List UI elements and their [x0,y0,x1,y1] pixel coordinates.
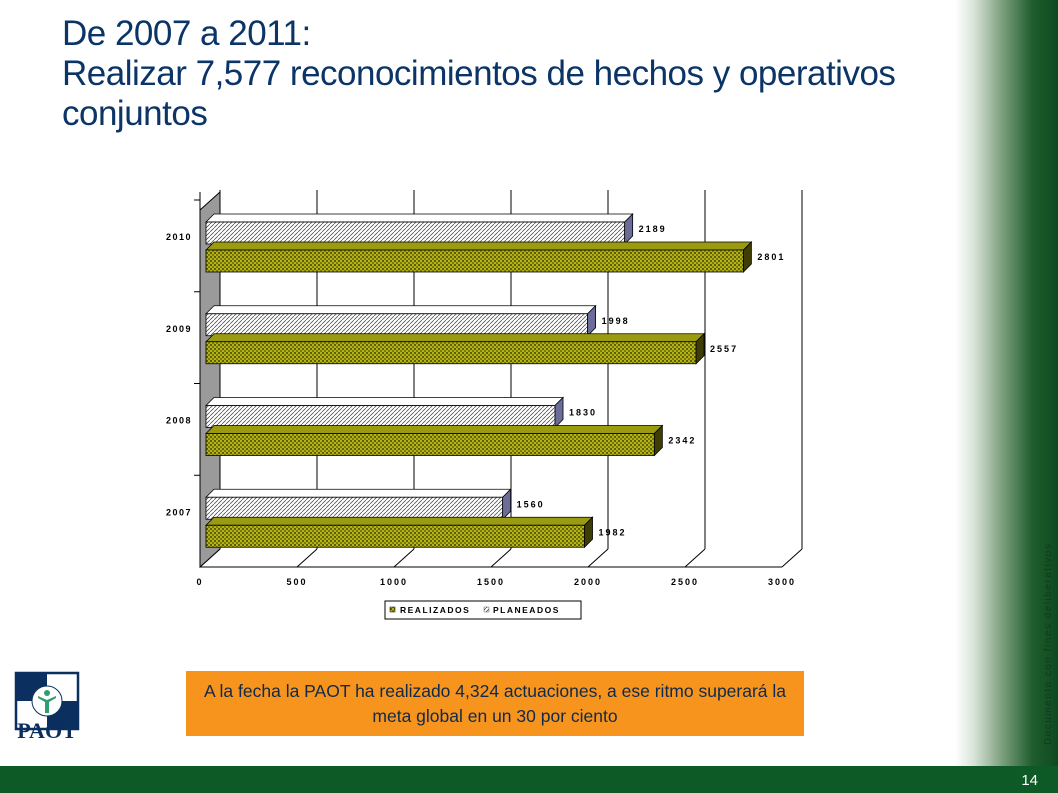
planeados-bar [205,313,589,337]
realizados-bar-side [584,516,593,549]
decorative-side-bar [955,0,1058,766]
planeados-bar-side [624,213,634,245]
x-tick-label: 500 [286,577,307,587]
bar-chart: 0 500 1000 1500 2000 2500 3000 2007 1560 1982 2008… [166,190,803,620]
realizados-bar-top [205,333,706,343]
gridline-floor [781,548,803,568]
planeados-data-label: 1830 [569,408,597,418]
logo-text: PAOT [17,718,77,743]
x-tick-label: 1000 [380,577,408,587]
gridline-floor [684,548,706,568]
planeados-data-label: 1998 [602,316,630,326]
legend-swatch-planeados [483,606,490,613]
realizados-data-label: 2801 [757,252,785,262]
note-box: A la fecha la PAOT ha realizado 4,324 ac… [186,671,804,736]
footer-bar [0,766,1058,793]
realizados-data-label: 1982 [599,527,627,537]
x-tick-label: 1500 [477,577,505,587]
realizados-bar [205,433,655,456]
realizados-bar-side [695,332,705,365]
page-number: 14 [1021,772,1038,789]
legend-label-realizados: REALIZADOS [400,605,470,615]
x-tick-label: 2500 [671,577,699,587]
legend-swatch-realizados [389,606,396,613]
legend-box [384,600,582,620]
planeados-bar [205,221,626,245]
gridline-floor [296,548,318,568]
planeados-data-label: 1560 [517,499,545,509]
realizados-bar [205,524,585,548]
x-tick-label: 0 [196,577,203,587]
slide-title: De 2007 a 2011: Realizar 7,577 reconocim… [62,14,942,134]
planeados-bar-side [554,396,564,429]
planeados-bar-top [205,397,564,406]
realizados-data-label: 2342 [668,436,696,446]
realizados-data-label: 2557 [710,344,738,354]
title-line-2: Realizar 7,577 reconocimientos de hechos… [62,54,896,133]
realizados-bar-top [205,241,753,251]
side-disclaimer: Documento con fines deliberativos [1043,542,1054,745]
planeados-bar-top [205,213,634,223]
x-tick-label: 3000 [768,577,796,587]
planeados-bar [205,405,556,428]
realizados-bar-top [205,516,594,526]
title-line-1: De 2007 a 2011: [62,14,311,53]
planeados-bar-top [205,488,512,498]
planeados-bar-side [502,488,512,521]
gridline-floor [393,548,415,568]
realizados-bar [205,249,744,273]
realizados-bar [205,341,697,365]
x-tick-label: 2000 [574,577,602,587]
planeados-bar [205,496,504,520]
y-tick-label: 2009 [166,324,192,334]
planeados-bar-top [205,305,597,315]
planeados-bar-side [587,304,597,337]
legend-label-planeados: PLANEADOS [493,605,560,615]
y-tick-label: 2008 [166,416,192,426]
realizados-bar-side [653,424,663,457]
gridline-floor [490,548,512,568]
planeados-data-label: 2189 [639,224,667,234]
gridline-floor [587,548,609,568]
realizados-bar-side [742,241,752,273]
paot-logo-icon [14,671,80,731]
realizados-bar-top [205,425,664,434]
y-tick-label: 2007 [166,507,192,517]
y-tick-label: 2010 [166,232,192,242]
note-text: A la fecha la PAOT ha realizado 4,324 ac… [203,680,787,726]
